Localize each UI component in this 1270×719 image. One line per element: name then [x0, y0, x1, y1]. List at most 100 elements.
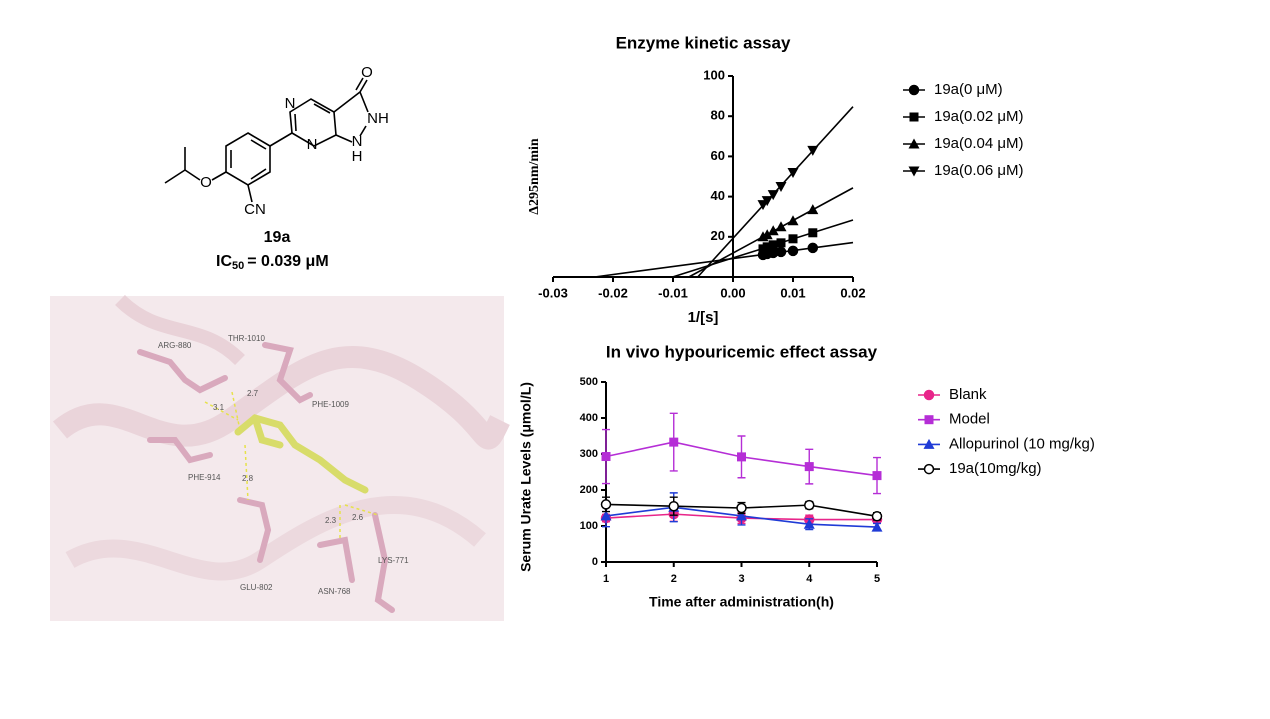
marker [761, 229, 773, 240]
marker [787, 167, 799, 178]
x-tick-label: 4 [806, 573, 813, 585]
residue-label: GLU-802 [240, 583, 273, 592]
distance-label: 2.3 [325, 516, 337, 525]
marker [871, 511, 883, 522]
distance-label: 3.1 [213, 403, 225, 412]
ic50-value: = 0.039 μM [247, 253, 328, 270]
marker [803, 518, 815, 529]
y-tick-label: 300 [580, 448, 598, 460]
marker [924, 415, 934, 425]
legend-label: Allopurinol (10 mg/kg) [949, 435, 1095, 452]
atom-label: N [285, 95, 296, 112]
marker [669, 437, 679, 447]
x-tick-label: -0.01 [658, 285, 688, 300]
marker [788, 234, 798, 244]
marker [923, 463, 935, 475]
legend-label: 19a(0 μM) [934, 81, 1003, 98]
marker [776, 238, 786, 248]
marker [909, 112, 919, 122]
residue-label: LYS-771 [378, 556, 409, 565]
residue-label: ASN-768 [318, 587, 351, 596]
ic50-subscript: 50 [232, 260, 244, 272]
marker [872, 471, 882, 481]
x-tick-label: 0.00 [720, 285, 745, 300]
distance-label: 2.8 [242, 474, 254, 483]
legend-label: Blank [949, 386, 987, 403]
x-tick-label: -0.02 [598, 285, 628, 300]
marker [775, 246, 787, 258]
marker [775, 182, 787, 193]
ic50-label: IC [216, 253, 232, 270]
x-tick-label: 0.01 [780, 285, 805, 300]
y-tick-label: 200 [580, 484, 598, 496]
atom-label: NH [367, 110, 389, 127]
marker [736, 502, 747, 514]
x-tick-label: -0.03 [538, 285, 568, 300]
x-tick-label: 5 [874, 573, 880, 585]
legend-label: 19a(10mg/kg) [949, 460, 1042, 477]
y-tick-label: 80 [711, 108, 725, 123]
docking-image [50, 294, 510, 621]
marker [787, 215, 799, 226]
atom-label: O [361, 64, 373, 81]
legend-label: 19a(0.04 μM) [934, 135, 1024, 152]
atom-label: N [352, 133, 363, 150]
x-tick-label: 2 [671, 573, 677, 585]
residue-label: PHE-914 [188, 473, 221, 482]
docking-labels: ARG-880 THR-1010 PHE-1009 PHE-914 GLU-80… [158, 334, 409, 596]
marker [923, 389, 935, 401]
atom-label: H [352, 148, 363, 165]
atom-labels: O N NH N N H O CN [200, 64, 389, 218]
atom-label: O [200, 174, 212, 191]
y-tick-label: 20 [711, 228, 725, 243]
marker [908, 138, 920, 149]
atom-label: CN [244, 201, 266, 218]
marker [804, 499, 815, 511]
legend-label: Model [949, 411, 990, 428]
distance-label: 2.6 [352, 513, 364, 522]
x-axis-label: Time after administration(h) [649, 594, 834, 610]
y-axis-label: Δ295nm/min [527, 138, 542, 215]
y-tick-label: 500 [580, 376, 598, 388]
y-tick-label: 60 [711, 148, 725, 163]
marker [807, 242, 819, 254]
marker [737, 452, 746, 462]
benzene-ring [225, 132, 271, 186]
marker [923, 438, 935, 449]
marker [775, 221, 787, 232]
marker [762, 242, 772, 252]
marker [767, 225, 779, 236]
y-axis-label: Serum Urate Levels (μmol/L) [518, 382, 534, 572]
x-axis-label: 1/[s] [688, 309, 719, 326]
marker [804, 462, 814, 472]
chart-title: Enzyme kinetic assay [616, 33, 791, 52]
compound-name: 19a [264, 229, 291, 246]
x-tick-label: 0.02 [840, 285, 865, 300]
distance-label: 2.7 [247, 389, 259, 398]
marker [807, 204, 819, 215]
y-tick-label: 100 [703, 67, 725, 82]
marker [736, 510, 747, 521]
y-tick-label: 100 [580, 520, 598, 532]
chart-title: In vivo hypouricemic effect assay [606, 342, 878, 361]
marker [601, 452, 611, 462]
atom-label: N [307, 136, 318, 153]
x-tick-label: 1 [603, 573, 609, 585]
legend-label: 19a(0.06 μM) [934, 162, 1024, 179]
marker [807, 145, 819, 156]
y-tick-label: 0 [592, 556, 598, 568]
marker [600, 510, 612, 521]
marker [767, 190, 779, 201]
legend-label: 19a(0.02 μM) [934, 108, 1024, 125]
marker [787, 245, 799, 257]
marker [668, 500, 679, 512]
ic50: IC50 = 0.039 μM [216, 253, 329, 272]
marker [768, 240, 778, 250]
marker [908, 84, 920, 96]
marker [600, 499, 612, 510]
marker [871, 521, 883, 532]
x-tick-label: 3 [738, 573, 744, 585]
y-tick-label: 40 [711, 188, 725, 203]
residue-label: THR-1010 [228, 334, 265, 343]
